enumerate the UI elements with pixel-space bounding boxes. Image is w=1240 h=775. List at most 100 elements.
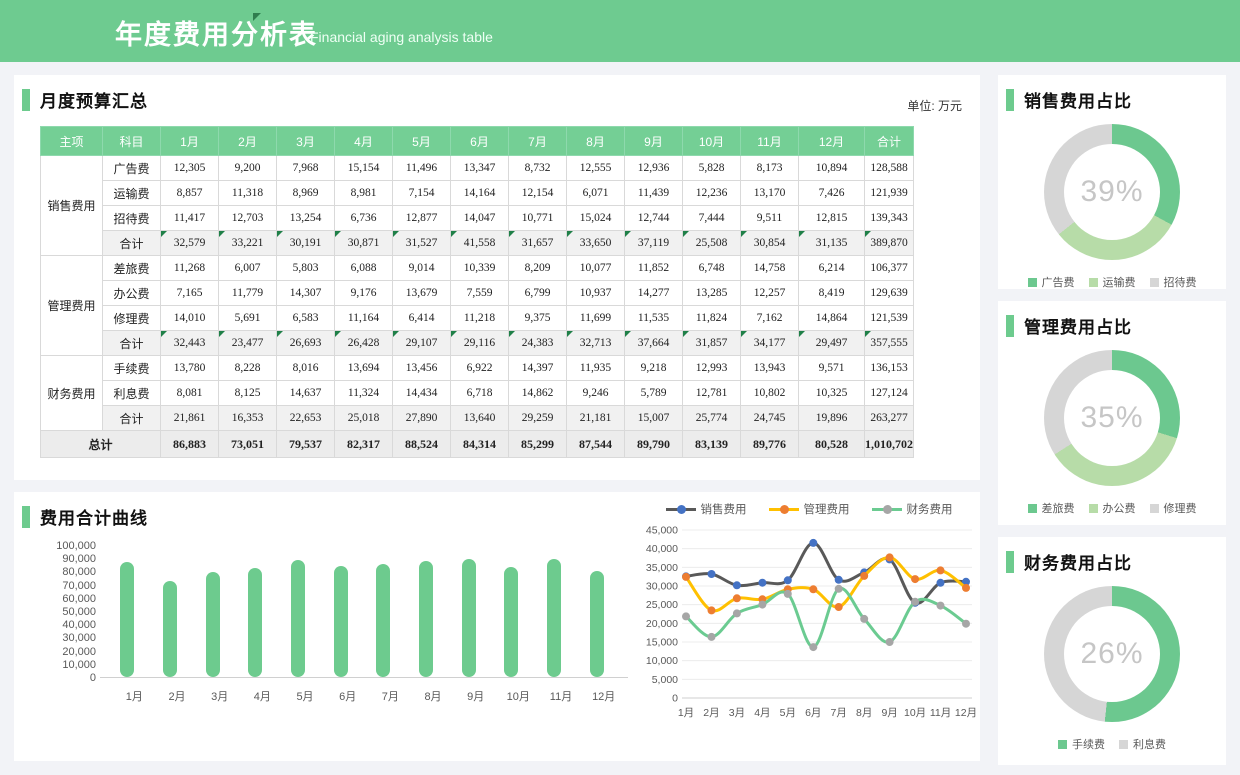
series-marker	[758, 579, 766, 587]
table-total-cell: 121,939	[865, 181, 914, 206]
bar-y-tick-label: 40,000	[34, 619, 96, 631]
bar-x-tick-label: 12月	[582, 688, 626, 704]
bar-x-tick-label: 1月	[112, 688, 156, 704]
table-cell: 7,426	[799, 181, 865, 206]
line-y-tick-label: 0	[672, 693, 678, 705]
table-cell: 31,527	[393, 231, 451, 256]
legend-label: 销售费用	[701, 501, 747, 517]
donut-legend-label: 运输费	[1103, 274, 1136, 290]
bar-y-tick-label: 90,000	[34, 553, 96, 565]
series-marker	[682, 573, 690, 581]
legend-item-财务费用: 财务费用	[872, 501, 953, 517]
table-cell: 85,299	[509, 431, 567, 458]
line-y-tick-label: 30,000	[646, 581, 678, 593]
table-cell: 25,774	[683, 406, 741, 431]
table-cell: 9,246	[567, 381, 625, 406]
table-cell: 19,896	[799, 406, 865, 431]
sales-share-card: 销售费用占比 39% 广告费运输费招待费	[998, 75, 1226, 289]
table-cell: 15,007	[625, 406, 683, 431]
table-subject-cell: 办公费	[103, 281, 161, 306]
series-line-管理费用	[686, 557, 966, 611]
table-cell: 14,862	[509, 381, 567, 406]
table-cell: 9,176	[335, 281, 393, 306]
table-cell: 10,339	[451, 256, 509, 281]
table-row: 办公费7,16511,77914,3079,17613,6797,5596,79…	[41, 281, 914, 306]
table-cell: 23,477	[219, 331, 277, 356]
page-title: 年度费用分析表	[115, 13, 318, 52]
table-header-cell: 主项	[41, 127, 103, 156]
table-header-cell: 3月	[277, 127, 335, 156]
table-cell: 11,318	[219, 181, 277, 206]
donut-legend-label: 招待费	[1164, 274, 1197, 290]
series-marker	[835, 576, 843, 584]
series-marker	[962, 620, 970, 628]
table-cell: 12,305	[161, 156, 219, 181]
line-x-tick-label: 8月	[856, 707, 872, 719]
line-y-tick-label: 35,000	[646, 562, 678, 574]
finance-share-legend: 手续费利息费	[998, 736, 1226, 752]
bar-x-tick-label: 11月	[539, 688, 583, 704]
line-y-tick-label: 10,000	[646, 655, 678, 667]
bar-2月	[163, 581, 177, 677]
table-cell: 33,221	[219, 231, 277, 256]
table-cell: 6,583	[277, 306, 335, 331]
table-header-cell: 8月	[567, 127, 625, 156]
donut-legend-label: 手续费	[1072, 736, 1105, 752]
bar-1月	[120, 562, 134, 677]
table-cell: 6,088	[335, 256, 393, 281]
series-marker	[733, 594, 741, 602]
table-cell: 89,776	[741, 431, 799, 458]
table-header-cell: 10月	[683, 127, 741, 156]
budget-summary-title: 月度预算汇总	[40, 87, 148, 112]
series-marker	[886, 553, 894, 561]
table-row: 修理费14,0105,6916,58311,1646,41411,2189,37…	[41, 306, 914, 331]
table-cell: 8,228	[219, 356, 277, 381]
table-cell: 31,857	[683, 331, 741, 356]
table-header-cell: 2月	[219, 127, 277, 156]
sales-share-title: 销售费用占比	[1024, 87, 1132, 112]
table-cell: 12,555	[567, 156, 625, 181]
table-cell: 7,165	[161, 281, 219, 306]
bar-chart-baseline	[100, 677, 628, 678]
table-cell: 14,864	[799, 306, 865, 331]
table-cell: 84,314	[451, 431, 509, 458]
donut-legend-item-招待费: 招待费	[1150, 274, 1197, 290]
table-header-cell: 合计	[865, 127, 914, 156]
bar-x-tick-label: 9月	[454, 688, 498, 704]
table-cell: 80,528	[799, 431, 865, 458]
table-cell: 10,894	[799, 156, 865, 181]
section-accent-bar	[1006, 315, 1014, 337]
table-subject-cell: 合计	[103, 231, 161, 256]
table-cell: 12,744	[625, 206, 683, 231]
total-expense-bar-chart: 100,00090,00080,00070,00060,00050,00040,…	[34, 538, 634, 748]
table-row: 招待费11,41712,70313,2546,73612,87714,04710…	[41, 206, 914, 231]
table-row: 财务费用手续费13,7808,2288,01613,69413,4566,922…	[41, 356, 914, 381]
table-cell: 7,559	[451, 281, 509, 306]
table-cell: 9,571	[799, 356, 865, 381]
legend-swatch-icon	[1058, 740, 1067, 749]
donut-legend-label: 差旅费	[1042, 500, 1075, 516]
series-marker	[733, 609, 741, 617]
line-y-tick-label: 25,000	[646, 599, 678, 611]
table-cell: 12,154	[509, 181, 567, 206]
table-cell: 11,779	[219, 281, 277, 306]
table-cell: 14,637	[277, 381, 335, 406]
series-marker	[835, 603, 843, 611]
bar-10月	[504, 567, 518, 677]
table-cell: 14,434	[393, 381, 451, 406]
table-cell: 8,081	[161, 381, 219, 406]
management-share-header: 管理费用占比	[998, 301, 1226, 338]
table-cell: 11,218	[451, 306, 509, 331]
table-cell: 13,285	[683, 281, 741, 306]
table-header-cell: 科目	[103, 127, 161, 156]
table-cell: 87,544	[567, 431, 625, 458]
table-cell: 30,854	[741, 231, 799, 256]
bar-5月	[291, 560, 305, 677]
table-cell: 11,439	[625, 181, 683, 206]
table-cell: 14,397	[509, 356, 567, 381]
table-cell: 6,718	[451, 381, 509, 406]
line-x-tick-label: 10月	[904, 707, 926, 719]
table-cell: 7,968	[277, 156, 335, 181]
table-cell: 12,936	[625, 156, 683, 181]
table-cell: 10,802	[741, 381, 799, 406]
